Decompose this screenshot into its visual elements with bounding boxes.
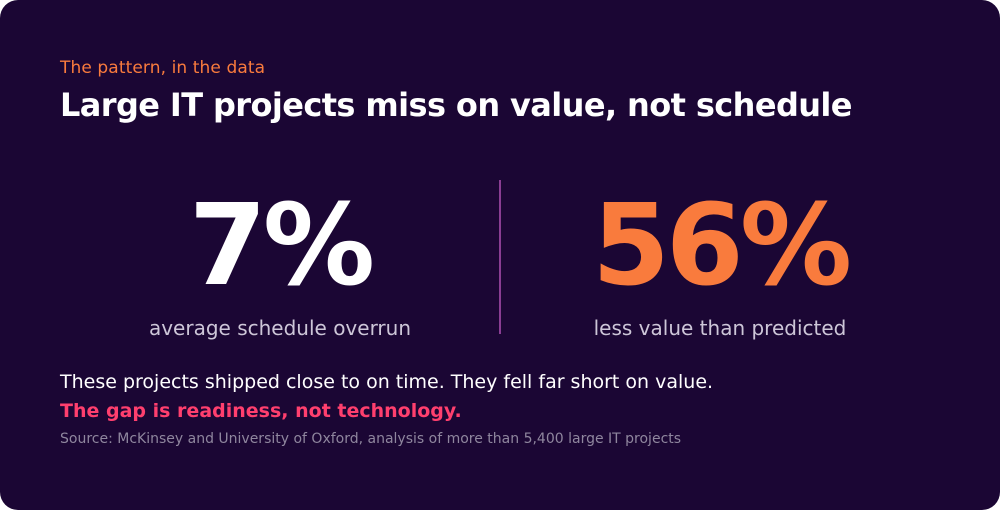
stat-label: average schedule overrun: [148, 316, 412, 340]
summary-text: These projects shipped close to on time.…: [60, 371, 714, 393]
card-title: Large IT projects miss on value, not sch…: [60, 86, 853, 124]
stat-schedule-overrun: 7% average schedule overrun: [120, 180, 440, 340]
highlight-text: The gap is readiness, not technology.: [60, 400, 462, 422]
stat-value: 7%: [188, 181, 375, 311]
source-note: Source: McKinsey and University of Oxfor…: [60, 431, 682, 447]
stat-value: 56%: [591, 181, 852, 311]
eyebrow-text: The pattern, in the data: [60, 58, 266, 78]
stat-value-shortfall: 56% less value than predicted: [560, 180, 880, 340]
stat-label: less value than predicted: [593, 316, 847, 340]
vertical-divider: [499, 180, 501, 334]
